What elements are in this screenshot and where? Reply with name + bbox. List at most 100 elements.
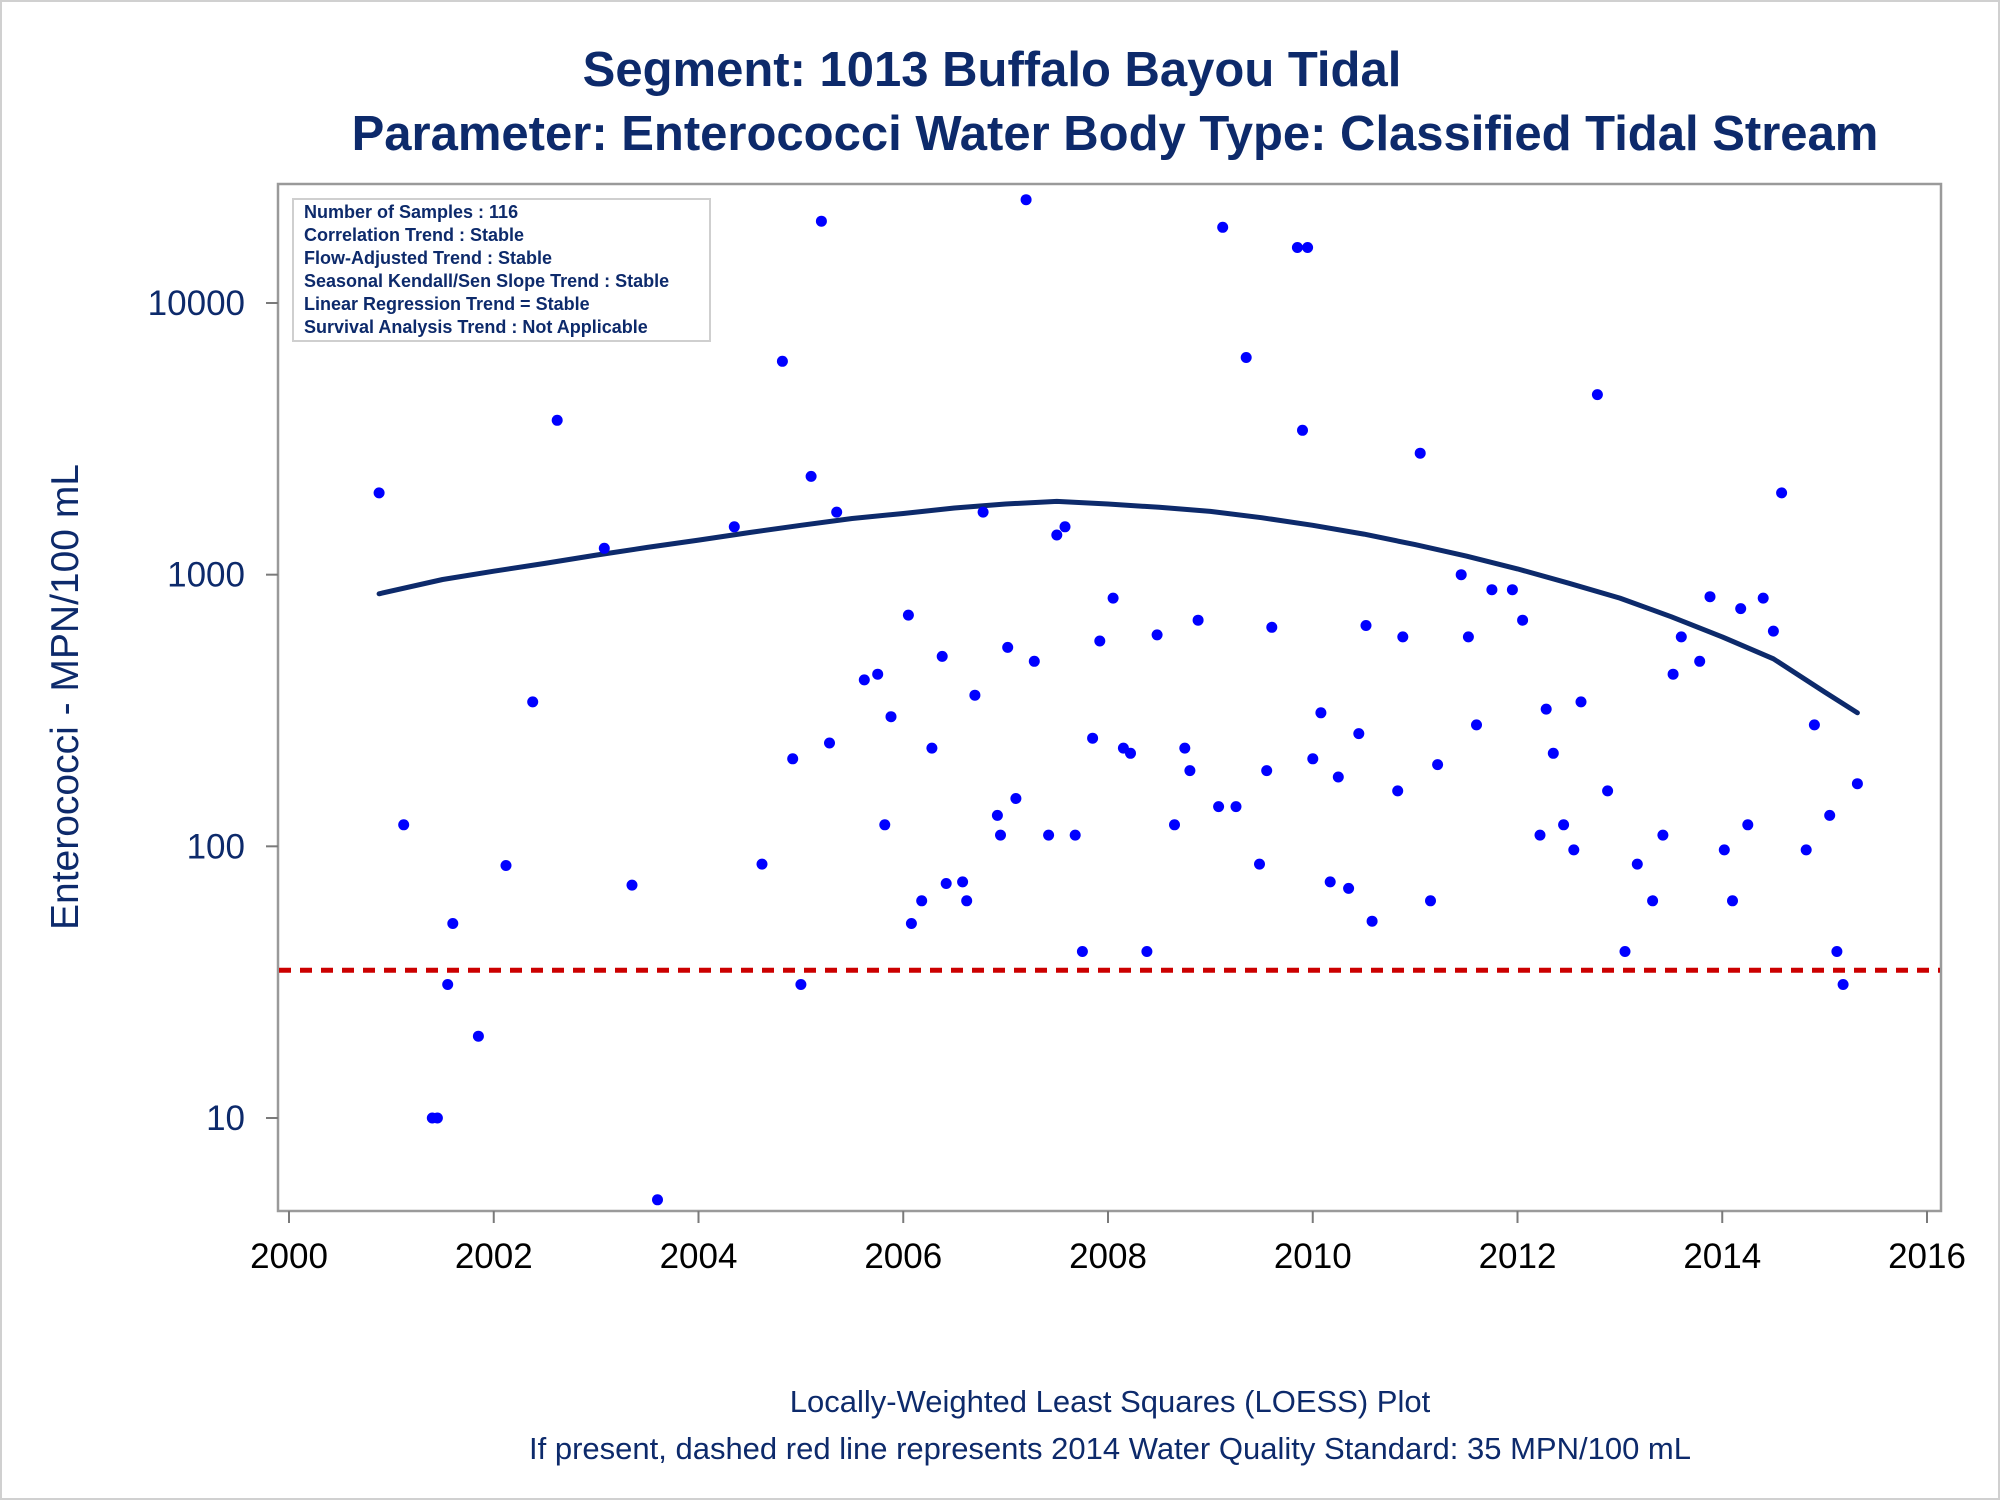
sample-point: [1094, 635, 1106, 647]
sample-point: [995, 829, 1006, 841]
sample-point: [1425, 895, 1436, 907]
y-axis-label: Enterococci - MPN/100 mL: [44, 464, 87, 930]
x-tick-label: 2000: [250, 1237, 328, 1276]
sample-point: [1291, 242, 1303, 253]
sample-point: [447, 918, 459, 929]
sample-point: [1631, 858, 1643, 870]
sample-point: [1808, 719, 1820, 731]
sample-point: [1297, 424, 1308, 436]
sample-point: [1315, 707, 1327, 719]
footnote-standard: If present, dashed red line represents 2…: [529, 1431, 1691, 1466]
sample-point: [1432, 759, 1444, 771]
sample-point: [1591, 389, 1603, 401]
y-tick-label: 1000: [167, 556, 245, 595]
sample-point: [398, 819, 410, 831]
x-tick-label: 2010: [1274, 1237, 1352, 1276]
sample-point: [902, 609, 914, 621]
sample-point: [1540, 703, 1552, 715]
sample-point: [1261, 765, 1273, 777]
stats-line: Flow-Adjusted Trend : Stable: [304, 248, 552, 268]
sample-point: [1302, 242, 1314, 253]
sample-point: [1735, 603, 1747, 615]
sample-point: [1002, 641, 1014, 653]
sample-point: [442, 979, 454, 990]
sample-point: [527, 696, 539, 708]
sample-point: [1694, 655, 1706, 667]
sample-point: [1414, 447, 1426, 459]
sample-point: [1837, 979, 1849, 990]
footnote-loess: Locally-Weighted Least Squares (LOESS) P…: [790, 1384, 1431, 1419]
sample-point: [940, 878, 952, 889]
sample-point: [1324, 876, 1336, 888]
sample-point: [1125, 747, 1136, 759]
sample-point: [1517, 614, 1529, 626]
sample-point: [1647, 895, 1659, 907]
sample-point: [858, 674, 870, 686]
x-tick-label: 2008: [1069, 1237, 1147, 1276]
y-tick-label: 10000: [148, 284, 245, 323]
loess-curve: [376, 498, 1860, 716]
stats-box-border: [292, 198, 711, 342]
x-tick-label: 2004: [660, 1237, 738, 1276]
sample-point: [1010, 793, 1022, 804]
sample-point: [1462, 631, 1474, 643]
sample-point: [1087, 732, 1099, 744]
sample-point: [1575, 696, 1587, 708]
sample-point: [598, 542, 610, 554]
sample-point: [1151, 629, 1163, 641]
sample-point: [1217, 221, 1229, 233]
sample-point: [1107, 592, 1119, 604]
sample-point: [1353, 728, 1365, 740]
sample-point: [879, 819, 891, 831]
sample-point: [1667, 668, 1679, 680]
loess-line-layer: [376, 498, 1860, 716]
sample-point: [1059, 521, 1071, 533]
x-tick-label: 2014: [1683, 1237, 1761, 1276]
sample-point: [1602, 785, 1614, 797]
sample-points-layer: [373, 194, 1863, 1206]
sample-point: [1471, 719, 1482, 731]
sample-point: [831, 506, 843, 518]
sample-point: [431, 1112, 443, 1124]
chart-title: Segment: 1013 Buffalo Bayou Tidal: [583, 43, 1402, 97]
sample-point: [957, 876, 969, 888]
stats-line: Linear Regression Trend = Stable: [304, 294, 590, 314]
sample-point: [1141, 946, 1153, 957]
sample-point: [1266, 621, 1278, 633]
sample-point: [885, 711, 897, 723]
sample-point: [1069, 829, 1081, 841]
sample-point: [1043, 829, 1055, 841]
sample-point: [1800, 844, 1812, 856]
sample-point: [1742, 819, 1754, 831]
y-tick-label: 10: [206, 1099, 245, 1138]
sample-point: [1619, 946, 1631, 957]
x-tick-label: 2012: [1479, 1237, 1557, 1276]
sample-point: [1397, 631, 1409, 643]
sample-point: [1343, 882, 1355, 894]
sample-point: [1240, 352, 1252, 363]
sample-point: [1675, 631, 1687, 643]
sample-point: [1718, 844, 1730, 856]
sample-point: [1230, 801, 1242, 813]
sample-point: [1851, 778, 1863, 790]
x-tick-label: 2006: [864, 1237, 942, 1276]
sample-point: [1169, 819, 1180, 831]
sample-point: [1076, 946, 1088, 957]
plot-area-frame: [276, 182, 1943, 1213]
x-tick-label: 2002: [455, 1237, 533, 1276]
y-axis: 10 100 1000 10000: [148, 284, 278, 1138]
sample-point: [1776, 487, 1788, 499]
sample-point: [1184, 765, 1196, 777]
sample-point: [977, 506, 989, 518]
sample-point: [872, 668, 884, 680]
x-tick-label: 2016: [1888, 1237, 1966, 1276]
sample-point: [824, 737, 835, 749]
sample-point: [1455, 569, 1467, 581]
x-axis: 2000 2002 2004 2006 2008 2010 2012 2014 2016: [250, 1211, 1966, 1276]
sample-point: [1831, 946, 1843, 957]
sample-point: [1757, 592, 1769, 604]
trend-stats-box: Number of Samples : 116 Correlation Tren…: [292, 198, 711, 342]
sample-point: [1506, 584, 1518, 596]
sample-point: [1704, 591, 1716, 603]
